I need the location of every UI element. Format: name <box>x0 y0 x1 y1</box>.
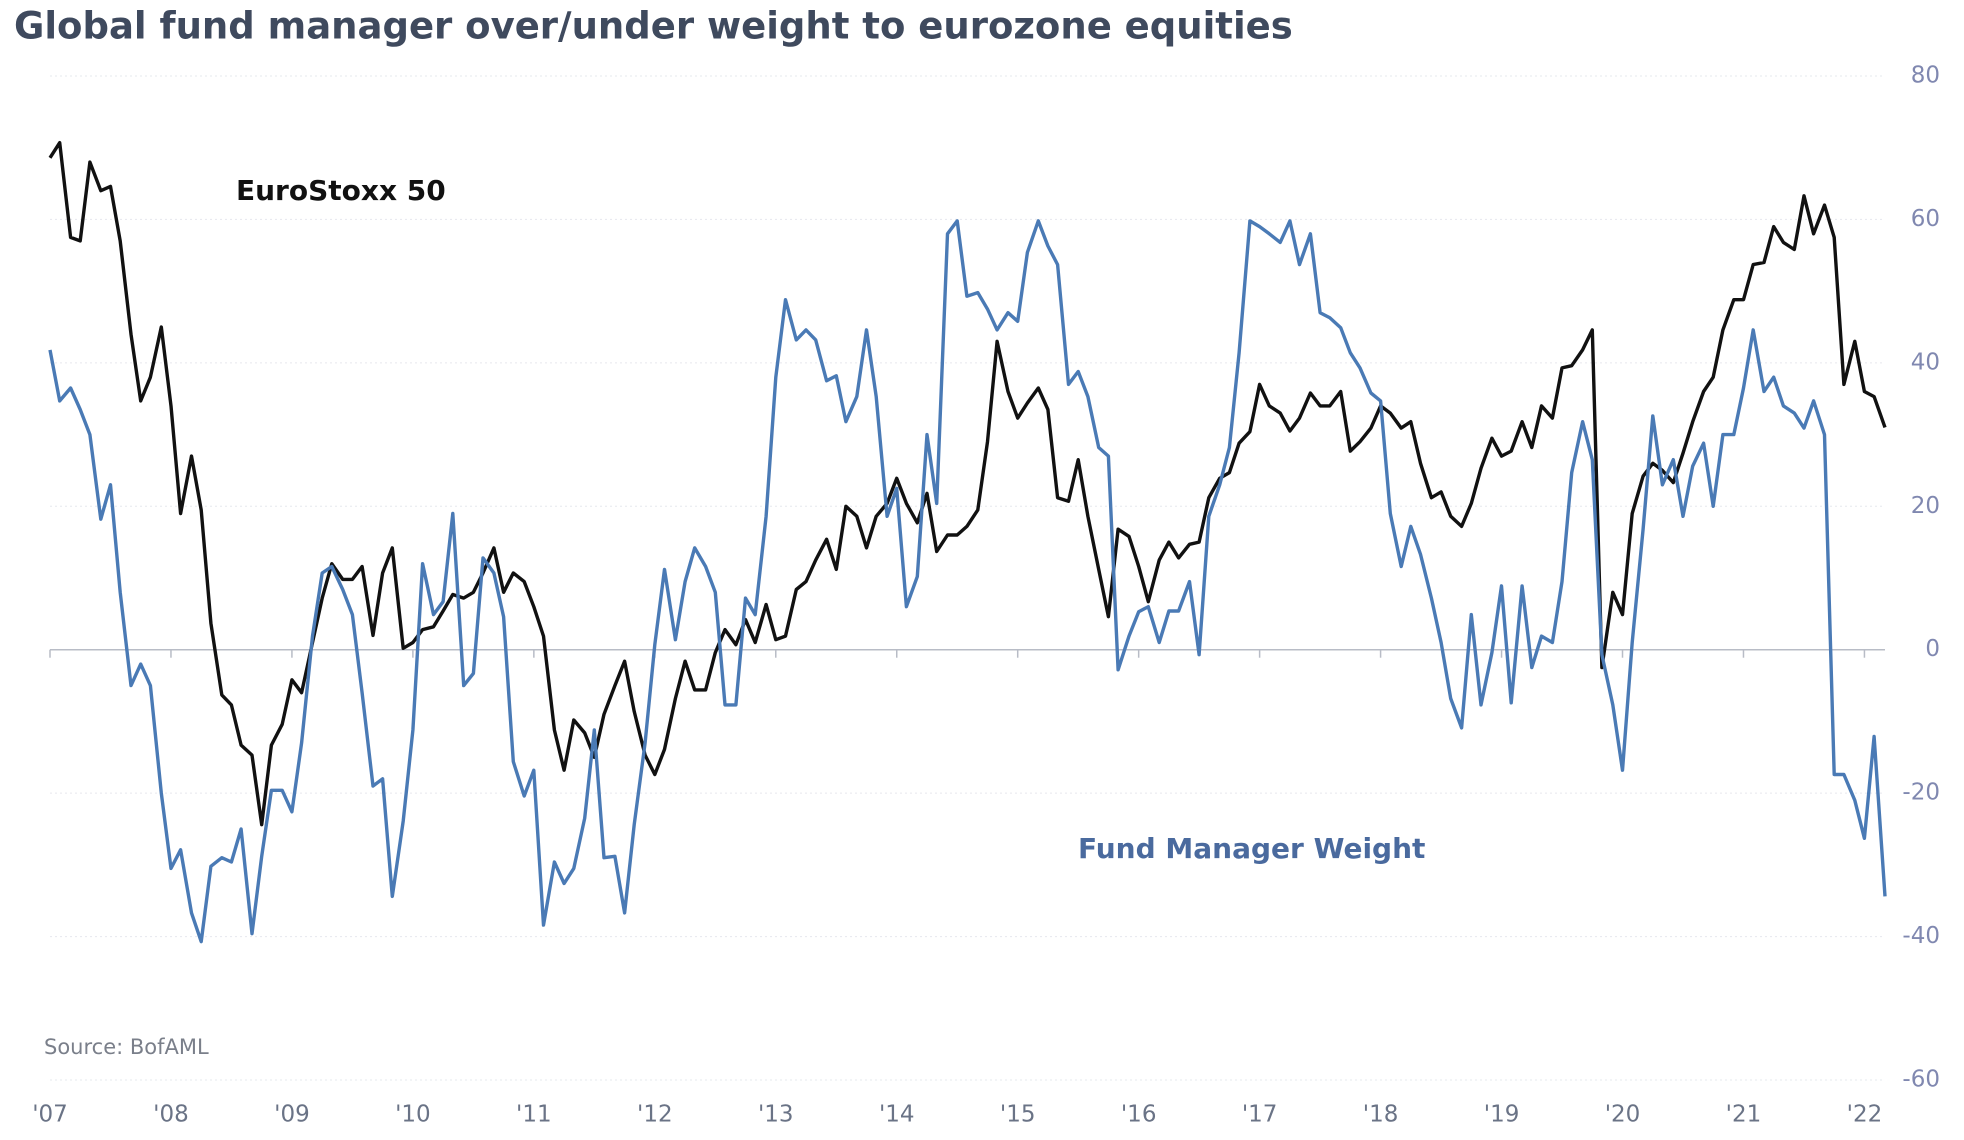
x-tick-label: '17 <box>1242 1102 1278 1128</box>
x-tick-label: '11 <box>516 1102 552 1128</box>
x-tick-label: '15 <box>1000 1102 1036 1128</box>
series-line <box>48 141 1887 827</box>
x-tick-label: '09 <box>274 1102 310 1128</box>
series-line <box>48 219 1887 944</box>
source-note: Source: BofAML <box>44 1035 209 1059</box>
x-tick-label: '12 <box>637 1102 673 1128</box>
y-tick-label: -60 <box>1902 1067 1940 1093</box>
x-tick-label: '19 <box>1484 1102 1520 1128</box>
x-tick-label: '13 <box>758 1102 794 1128</box>
chart-title: Global fund manager over/under weight to… <box>14 5 1293 48</box>
x-tick-label: '20 <box>1605 1102 1641 1128</box>
x-tick-label: '21 <box>1726 1102 1762 1128</box>
x-tick-label: '22 <box>1847 1102 1883 1128</box>
y-tick-label: 60 <box>1911 206 1940 232</box>
series-label: Fund Manager Weight <box>1078 832 1425 865</box>
x-tick-label: '18 <box>1363 1102 1399 1128</box>
series-label: EuroStoxx 50 <box>236 174 446 207</box>
y-tick-label: -40 <box>1902 923 1940 949</box>
y-tick-label: -20 <box>1902 780 1940 806</box>
x-tick-label: '08 <box>153 1102 189 1128</box>
y-tick-label: 40 <box>1911 349 1940 375</box>
x-tick-label: '14 <box>879 1102 915 1128</box>
x-tick-label: '10 <box>395 1102 431 1128</box>
x-tick-label: '07 <box>32 1102 68 1128</box>
x-tick-label: '16 <box>1121 1102 1157 1128</box>
y-tick-label: 0 <box>1925 636 1940 662</box>
y-tick-label: 80 <box>1911 63 1940 89</box>
y-tick-label: 20 <box>1911 493 1940 519</box>
